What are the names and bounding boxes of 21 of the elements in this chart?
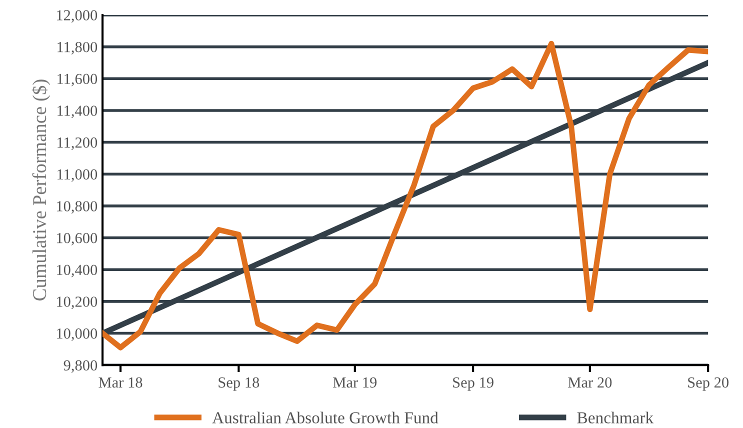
y-tick-label: 11,400: [58, 106, 98, 118]
y-tick-label: 10,400: [57, 264, 98, 278]
y-tick-label: 10,800: [57, 201, 98, 214]
x-tick-label: Sep 20: [688, 377, 729, 391]
y-tick-label: 11,800: [58, 42, 98, 54]
x-tick-label: Mar 20: [568, 377, 612, 388]
x-tick-label: Sep 19: [453, 377, 494, 391]
y-tick-label: 12,000: [57, 10, 98, 23]
x-tick-label: Mar 18: [98, 377, 142, 388]
legend-label: Australian Absolute Growth Fund: [212, 412, 438, 424]
legend-label: Benchmark: [577, 412, 654, 424]
y-tick-label: 11,200: [58, 137, 98, 150]
y-tick-label: 10,200: [57, 296, 98, 310]
y-tick-label: 11,000: [58, 169, 98, 182]
y-axis-title: Cumulative Performance ($): [32, 80, 50, 300]
y-tick-label: 11,600: [58, 74, 98, 86]
x-tick-label: Sep 18: [218, 377, 260, 391]
y-tick-label: 10,000: [57, 328, 98, 341]
y-tick-label: 10,600: [57, 232, 98, 246]
y-tick-label: 9,800: [64, 360, 98, 373]
x-tick-label: Mar 19: [333, 377, 377, 388]
